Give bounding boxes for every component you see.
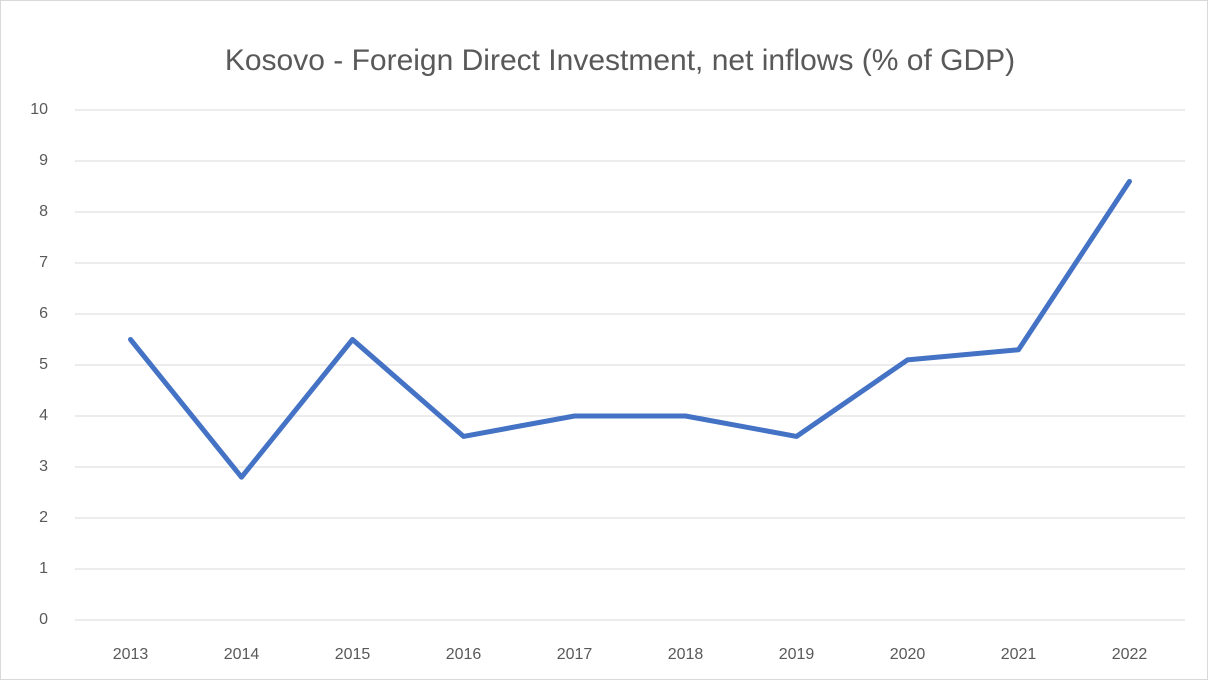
chart-title: Kosovo - Foreign Direct Investment, net …	[225, 44, 1015, 77]
y-tick-label: 7	[39, 254, 48, 271]
x-tick-label: 2018	[668, 646, 704, 663]
x-tick-label: 2015	[335, 646, 371, 663]
x-tick-label: 2019	[779, 646, 815, 663]
y-tick-label: 4	[39, 407, 48, 424]
x-tick-label: 2022	[1112, 646, 1148, 663]
x-tick-label: 2020	[890, 646, 926, 663]
y-tick-label: 1	[39, 560, 48, 577]
y-tick-label: 0	[39, 611, 48, 628]
x-tick-label: 2016	[446, 646, 482, 663]
y-tick-label: 3	[39, 458, 48, 475]
y-tick-label: 5	[39, 356, 48, 373]
y-tick-label: 10	[30, 101, 48, 118]
y-tick-label: 2	[39, 509, 48, 526]
x-tick-label: 2017	[557, 646, 593, 663]
y-tick-label: 6	[39, 305, 48, 322]
x-tick-label: 2013	[113, 646, 149, 663]
data-line	[128, 178, 1132, 480]
y-tick-label: 8	[39, 203, 48, 220]
x-tick-label: 2014	[224, 646, 260, 663]
x-tick-label: 2021	[1001, 646, 1037, 663]
y-tick-label: 9	[39, 152, 48, 169]
